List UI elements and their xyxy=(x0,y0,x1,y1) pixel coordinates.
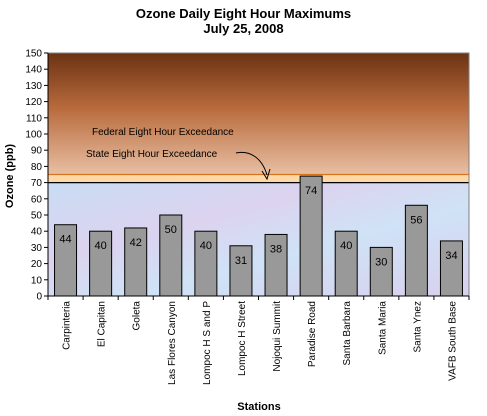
x-tick-label: Paradise Road xyxy=(307,301,318,367)
y-tick-label: 130 xyxy=(25,81,42,92)
x-tick-label: Las Flores Canyon xyxy=(167,301,178,385)
x-tick-label: Santa Maria xyxy=(377,301,388,355)
bar xyxy=(229,245,253,297)
x-tick-label: VAFB South Base xyxy=(447,301,458,381)
x-tick-label: Goleta xyxy=(132,301,143,331)
y-tick-label: 100 xyxy=(25,130,42,141)
y-tick-label: 10 xyxy=(31,275,43,286)
data-label: 42 xyxy=(130,237,142,249)
y-tick-label: 110 xyxy=(26,113,42,124)
y-tick-label: 40 xyxy=(31,227,43,238)
data-label: 31 xyxy=(235,255,247,267)
chart-subtitle: July 25, 2008 xyxy=(203,21,284,36)
x-tick-label: Lompoc H S and P xyxy=(202,301,213,385)
y-axis: 0 10 20 30 40 50 60 70 80 90 100 110 120 130 140 150 xyxy=(25,49,49,303)
x-tick-label: Carpinteria xyxy=(62,301,73,350)
y-tick-label: 50 xyxy=(31,211,43,222)
data-label: 44 xyxy=(59,234,71,246)
y-tick-label: 0 xyxy=(36,292,42,303)
data-label: 40 xyxy=(200,240,212,252)
data-label: 34 xyxy=(445,250,457,262)
y-tick-label: 60 xyxy=(31,194,43,205)
x-tick-label: Santa Barbara xyxy=(342,301,353,366)
plot-background xyxy=(47,52,470,297)
x-tick-label: Nojoqui Summit xyxy=(272,301,283,372)
y-tick-label: 90 xyxy=(31,146,43,157)
y-tick-label: 140 xyxy=(25,65,42,76)
y-tick-label: 80 xyxy=(31,162,43,173)
chart-title-main: Ozone Daily Eight Hour Maximums xyxy=(135,6,352,21)
chart-title: Ozone Daily Eight Hour Maximums July 25,… xyxy=(0,6,487,36)
federal-exceedance-label: Federal Eight Hour Exceedance xyxy=(92,127,234,138)
y-tick-label: 70 xyxy=(31,178,43,189)
annotation-arrow-head xyxy=(261,168,271,181)
annotation-arrow-curve xyxy=(235,151,268,176)
data-label: 50 xyxy=(165,224,177,236)
threshold-band xyxy=(48,174,469,183)
y-axis-title: Ozone (ppb) xyxy=(4,144,16,208)
data-label: 30 xyxy=(375,256,387,268)
x-axis: Carpinteria El Capitan Goleta Las Flores Ca… xyxy=(47,295,470,385)
data-label: 56 xyxy=(410,214,422,226)
annotations: Federal Eight Hour Exceedance State Eight… xyxy=(86,127,271,181)
state-exceedance-label: State Eight Hour Exceedance xyxy=(86,149,218,160)
data-label: 74 xyxy=(305,185,317,197)
y-tick-label: 120 xyxy=(25,97,42,108)
x-tick-label: Santa Ynez xyxy=(412,301,423,353)
x-tick-label: El Capitan xyxy=(97,301,108,347)
data-label: 40 xyxy=(340,240,352,252)
data-label: 40 xyxy=(95,240,107,252)
y-tick-label: 150 xyxy=(25,49,42,60)
upper-band xyxy=(48,53,469,175)
y-tick-label: 30 xyxy=(31,243,43,254)
bars: 44 40 42 50 40 31 38 74 40 30 56 34 xyxy=(54,175,463,297)
x-axis-title: Stations xyxy=(237,401,280,413)
lower-band xyxy=(48,182,469,296)
bar xyxy=(369,246,393,297)
y-tick-label: 20 xyxy=(31,259,43,270)
x-tick-label: Lompoc H Street xyxy=(237,301,248,376)
data-label: 38 xyxy=(270,243,282,255)
